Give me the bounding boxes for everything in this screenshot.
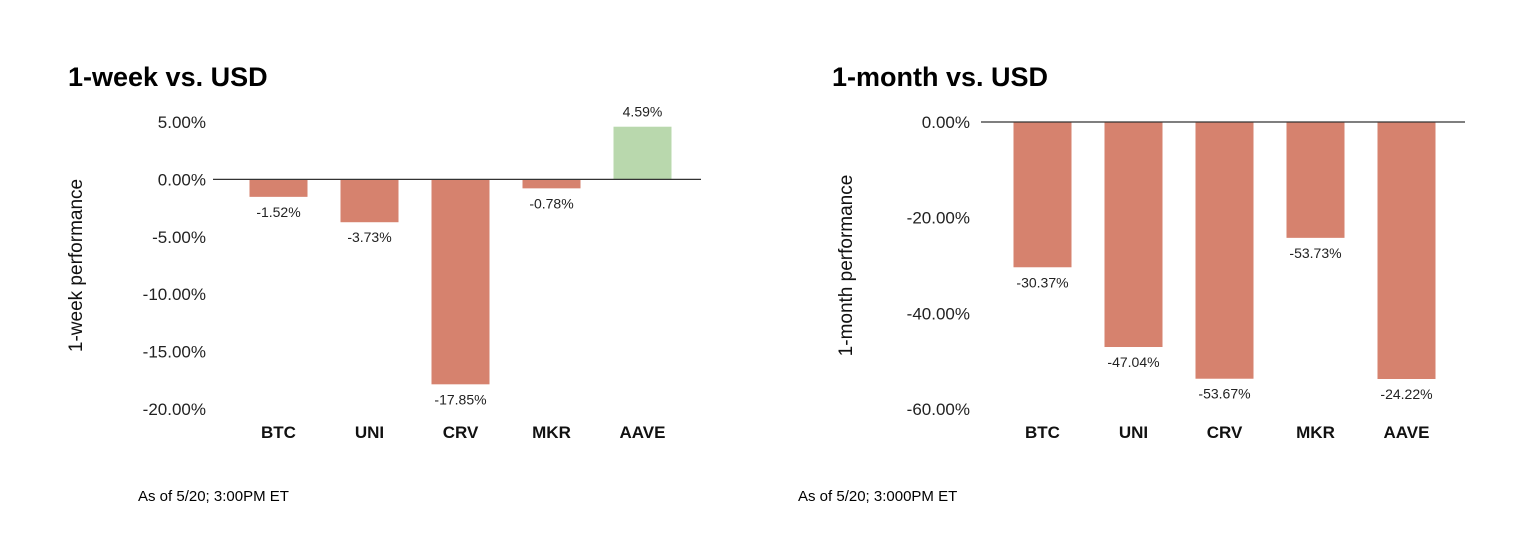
week-y-tick-label: -15.00% bbox=[143, 343, 206, 362]
month-category-label-uni: UNI bbox=[1119, 423, 1148, 442]
month-data-label-aave: -24.22% bbox=[1380, 386, 1432, 402]
week-data-label-mkr: -0.78% bbox=[529, 195, 573, 211]
week-category-label-aave: AAVE bbox=[620, 423, 666, 442]
week-category-label-crv: CRV bbox=[443, 423, 479, 442]
month-bar-mkr bbox=[1286, 122, 1345, 238]
month-y-tick-label: -40.00% bbox=[907, 304, 970, 323]
week-category-label-uni: UNI bbox=[355, 423, 384, 442]
month-bar-chart: 0.00% -20.00% -40.00% -60.00% 1-month perfor… bbox=[836, 113, 1465, 442]
month-bar-crv bbox=[1195, 122, 1254, 379]
month-data-label-mkr: -53.73% bbox=[1289, 245, 1341, 261]
week-footnote: As of 5/20; 3:00PM ET bbox=[138, 488, 289, 505]
week-category-label-btc: BTC bbox=[261, 423, 296, 442]
month-category-label-crv: CRV bbox=[1207, 423, 1243, 442]
month-bar-uni bbox=[1104, 122, 1163, 348]
month-y-tick-label: -20.00% bbox=[907, 209, 970, 228]
week-data-label-aave: 4.59% bbox=[623, 104, 663, 120]
week-data-label-btc: -1.52% bbox=[256, 204, 300, 220]
month-data-label-btc: -30.37% bbox=[1016, 274, 1068, 290]
week-y-axis-title: 1-week performance bbox=[66, 179, 87, 352]
month-y-axis-title: 1-month performance bbox=[836, 175, 857, 357]
week-data-label-uni: -3.73% bbox=[347, 229, 391, 245]
month-category-label-mkr: MKR bbox=[1296, 423, 1335, 442]
week-chart-panel: 1-week vs. USD 5.00% 0.00% -5.00% -10.00% -1… bbox=[66, 62, 701, 505]
month-data-label-uni: -47.04% bbox=[1107, 354, 1159, 370]
month-data-label-crv: -53.67% bbox=[1198, 386, 1250, 402]
month-footnote: As of 5/20; 3:000PM ET bbox=[798, 488, 958, 505]
month-category-label-aave: AAVE bbox=[1384, 423, 1430, 442]
month-y-tick-label: 0.00% bbox=[922, 113, 970, 132]
week-data-label-crv: -17.85% bbox=[434, 391, 486, 407]
week-bar-chart: 5.00% 0.00% -5.00% -10.00% -15.00% -20.00% 1-w… bbox=[66, 104, 701, 442]
month-bar-btc bbox=[1013, 122, 1072, 268]
month-chart-title: 1-month vs. USD bbox=[832, 62, 1049, 92]
week-category-label-mkr: MKR bbox=[532, 423, 571, 442]
week-chart-title: 1-week vs. USD bbox=[68, 62, 268, 92]
week-y-tick-label: 0.00% bbox=[158, 170, 206, 189]
week-y-tick-label: -5.00% bbox=[152, 228, 206, 247]
month-bar-aave bbox=[1377, 122, 1436, 380]
week-bar-aave bbox=[613, 126, 672, 180]
week-y-tick-label: -20.00% bbox=[143, 400, 206, 419]
week-y-tick-label: -10.00% bbox=[143, 285, 206, 304]
week-y-tick-label: 5.00% bbox=[158, 113, 206, 132]
week-bar-mkr bbox=[522, 179, 581, 189]
week-bar-btc bbox=[249, 179, 308, 197]
week-bar-crv bbox=[431, 179, 490, 385]
month-chart-panel: 1-month vs. USD 0.00% -20.00% -40.00% -60.0… bbox=[768, 0, 1536, 545]
week-bar-uni bbox=[340, 179, 399, 223]
month-y-tick-label: -60.00% bbox=[907, 400, 970, 419]
month-category-label-btc: BTC bbox=[1025, 423, 1060, 442]
